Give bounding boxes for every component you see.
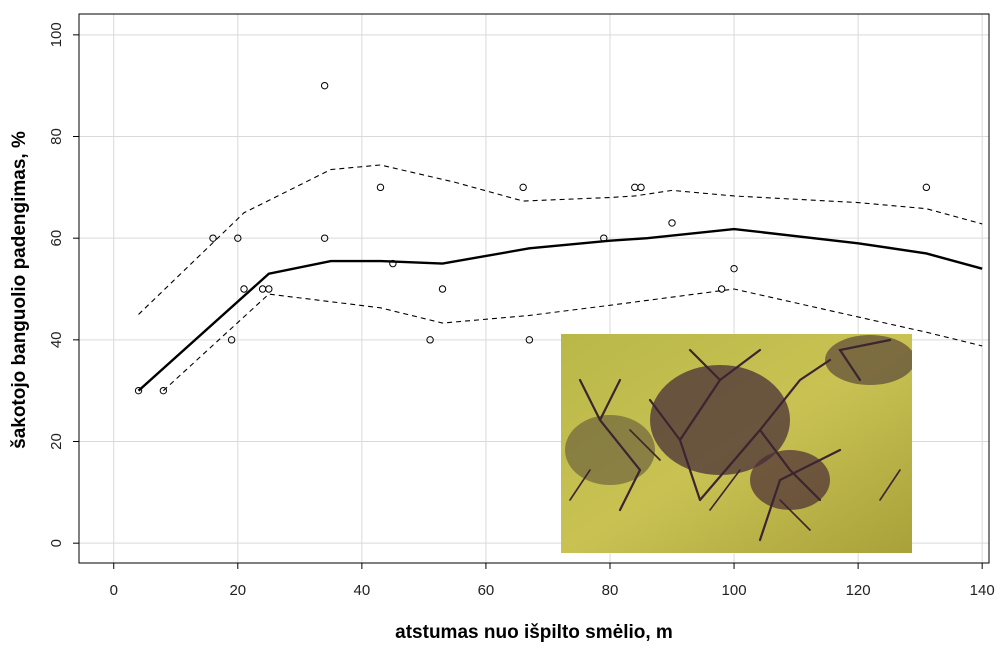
x-axis-label: atstumas nuo išpilto smėlio, m [395,622,673,643]
data-point [637,183,645,192]
y-tick-label: 60 [48,230,65,247]
data-point [519,183,527,192]
data-point [438,285,447,293]
y-tick-label: 20 [48,433,65,450]
y-tick-label: 40 [48,331,65,348]
data-point [426,336,434,344]
x-tick-label: 100 [722,582,747,599]
data-point [159,386,168,395]
data-point [376,183,385,192]
x-tick-label: 0 [110,582,118,599]
y-axis-label: šakotojo banguolio padengimas, % [9,131,30,449]
fit-line [137,227,983,392]
y-tick-label: 100 [48,22,65,47]
data-point [730,264,738,273]
x-tick-label: 140 [970,582,995,599]
confidence-line [162,288,983,392]
data-point [134,386,143,395]
x-tick-label: 20 [229,582,246,599]
y-tick-label: 80 [48,128,65,145]
data-point [320,234,329,242]
data-point [258,285,267,293]
data-point [631,183,639,192]
data-point [717,285,726,293]
plot-frame [78,13,990,564]
data-point [209,234,217,242]
x-tick-label: 40 [354,582,371,599]
data-point [668,219,676,227]
data-point [240,285,248,293]
data-point [234,234,242,242]
data-point [320,81,329,90]
data-point [525,336,534,344]
x-tick-label: 80 [602,582,619,599]
confidence-line [138,164,983,315]
inset-photo [561,334,912,553]
data-point [227,336,236,344]
x-tick-label: 120 [846,582,871,599]
data-point [265,285,273,293]
y-tick-label: 0 [48,539,65,547]
x-tick-label: 60 [478,582,495,599]
data-point [922,183,931,192]
